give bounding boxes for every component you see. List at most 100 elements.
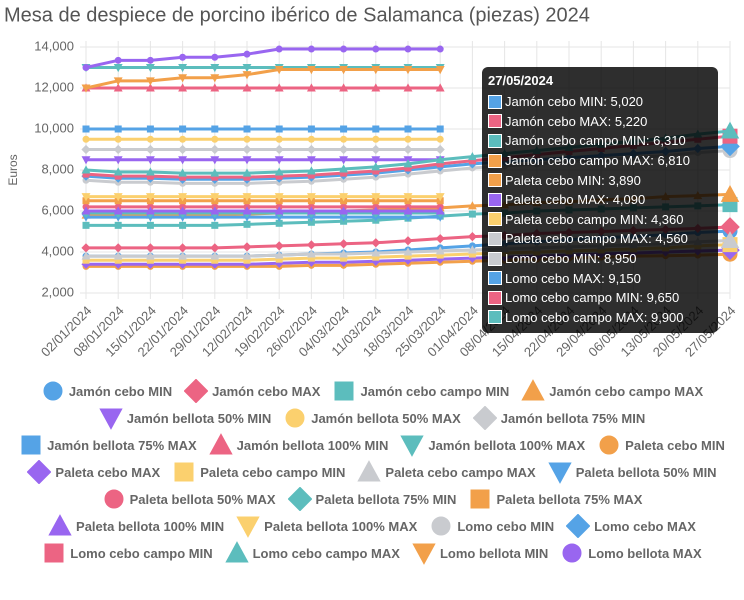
marker	[210, 193, 220, 202]
marker	[113, 83, 123, 92]
legend-item: Paleta bellota 100% MAX	[236, 515, 418, 538]
marker	[403, 83, 413, 92]
tooltip-value: 9,900	[650, 309, 684, 325]
marker	[242, 242, 252, 252]
legend-icon	[209, 433, 233, 455]
marker	[113, 77, 123, 86]
legend-item: Paleta cebo campo MIN	[172, 461, 345, 483]
legend-label: Paleta bellota 100% MAX	[264, 518, 418, 534]
tooltip-value: 5,220	[614, 113, 648, 129]
marker	[435, 155, 445, 164]
y-tick-label: 10,000	[34, 120, 74, 135]
marker	[81, 251, 91, 260]
marker	[113, 167, 123, 176]
marker	[145, 156, 155, 165]
marker	[145, 251, 155, 260]
marker	[339, 249, 349, 258]
legend-label: Lomo cebo MAX	[594, 518, 696, 534]
marker	[275, 45, 283, 53]
marker	[274, 241, 284, 251]
legend-item: Jamón bellota 75% MAX	[19, 434, 197, 456]
marker	[174, 462, 194, 482]
marker	[114, 56, 122, 64]
legend-icon	[472, 406, 497, 430]
marker	[179, 53, 187, 61]
marker	[468, 210, 476, 218]
marker	[178, 74, 188, 83]
marker	[243, 50, 251, 58]
tooltip-name: Jamón cebo campo MIN	[505, 133, 653, 148]
marker	[274, 250, 284, 259]
marker	[566, 514, 591, 538]
legend-label: Jamón cebo campo MIN	[360, 383, 510, 399]
marker	[82, 125, 90, 133]
marker	[242, 251, 252, 260]
marker	[274, 167, 284, 176]
marker	[81, 243, 91, 253]
marker	[306, 193, 316, 202]
legend-icon	[99, 408, 123, 430]
legend-label: Lomo bellota MIN	[439, 545, 549, 561]
marker	[306, 144, 317, 155]
marker	[436, 125, 444, 133]
tooltip-value: 9,650	[646, 290, 680, 306]
tooltip-swatch	[488, 192, 502, 207]
marker	[184, 379, 209, 403]
marker	[210, 251, 220, 260]
tooltip-name: Jamón cebo MIN	[505, 94, 611, 109]
legend-item: Lomo bellota MIN	[412, 542, 549, 565]
tooltip-swatch	[488, 290, 502, 305]
marker	[403, 247, 413, 256]
y-axis-label: Euros	[6, 154, 20, 185]
legend-icon	[104, 489, 124, 509]
tooltip-name: Lomo cebo campo MAX	[505, 310, 651, 325]
tooltip-row: Paleta cebo MIN3,890	[488, 170, 712, 190]
legend-label: Lomo cebo campo MIN	[70, 545, 213, 561]
marker	[357, 460, 382, 482]
marker	[48, 514, 72, 536]
marker	[178, 251, 188, 260]
marker	[403, 206, 413, 215]
legend-item: Jamón bellota 50% MIN	[99, 407, 271, 430]
chart-title: Mesa de despiece de porcino ibérico de S…	[4, 4, 590, 26]
marker	[412, 543, 436, 565]
tooltip-value: 6,310	[653, 133, 686, 149]
marker	[403, 144, 413, 155]
legend-label: Jamón bellota 50% MAX	[311, 410, 461, 426]
legend-icon	[548, 462, 572, 484]
marker	[720, 231, 740, 249]
marker	[470, 489, 490, 509]
legend-label: Paleta cebo campo MIN	[200, 464, 346, 480]
marker	[242, 168, 252, 177]
legend-icon	[44, 543, 64, 563]
marker	[81, 206, 91, 215]
legend-item: Lomo cebo campo MAX	[224, 541, 400, 564]
legend-label: Jamón bellota 100% MAX	[428, 437, 586, 453]
legend-item: Jamón bellota 100% MAX	[400, 434, 586, 457]
marker	[371, 193, 381, 202]
marker	[372, 125, 380, 133]
y-tick-label: 2,000	[41, 284, 74, 299]
marker	[339, 66, 349, 75]
marker	[145, 77, 155, 86]
marker	[467, 245, 477, 254]
marker	[210, 168, 220, 177]
legend-item: Jamón bellota 50% MAX	[283, 407, 461, 429]
legend-label: Jamón cebo MAX	[212, 383, 321, 399]
marker	[178, 206, 188, 215]
marker	[274, 206, 284, 215]
marker	[285, 408, 305, 428]
legend-label: Lomo cebo MIN	[457, 518, 555, 534]
legend-label: Paleta bellota 75% MIN	[315, 491, 457, 507]
marker	[274, 156, 284, 165]
marker	[243, 220, 251, 228]
marker	[599, 435, 619, 455]
y-tick-label: 6,000	[41, 202, 74, 217]
tooltip-name: Jamón cebo MAX	[505, 114, 615, 129]
marker	[467, 152, 477, 161]
marker	[403, 66, 413, 75]
legend-label: Paleta cebo campo MAX	[385, 464, 536, 480]
y-tick-label: 14,000	[34, 38, 74, 53]
marker	[81, 165, 91, 174]
